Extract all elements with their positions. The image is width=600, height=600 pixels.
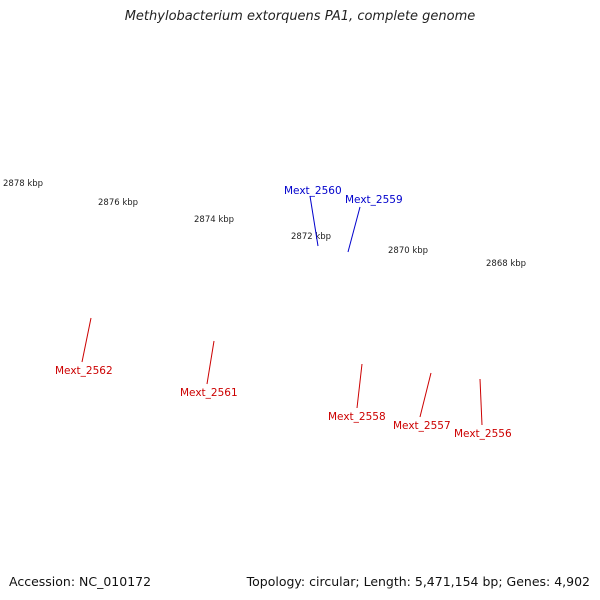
gene-label: Mext_2557 xyxy=(393,420,451,432)
scale-label: 2874 kbp xyxy=(194,215,234,225)
accession-text: Accession: NC_010172 xyxy=(9,574,152,589)
gene-label: Mext_2558 xyxy=(328,411,386,423)
gene-label-leader xyxy=(81,317,92,363)
scale-label: 2876 kbp xyxy=(98,198,138,208)
scale-label: 2868 kbp xyxy=(486,259,526,269)
gene-label-leader xyxy=(419,372,432,418)
gene-label: Mext_2556 xyxy=(454,428,512,440)
gene-label-leader xyxy=(347,206,361,253)
gene-label: Mext_2562 xyxy=(55,365,113,377)
scale-label: 2870 kbp xyxy=(388,246,428,256)
genome-summary-text: Topology: circular; Length: 5,471,154 bp… xyxy=(246,574,590,589)
gene-label: Mext_2561 xyxy=(180,387,238,399)
page-title: Methylobacterium extorquens PA1, complet… xyxy=(124,9,476,24)
gene-label-leader xyxy=(479,378,483,426)
gene-label: Mext_2559 xyxy=(345,194,403,206)
gene-label-leader xyxy=(356,363,363,409)
gene-label-leader xyxy=(206,340,215,385)
scale-label: 2872 kbp xyxy=(291,232,331,242)
gene-label: Mext_2560 xyxy=(284,185,342,197)
scale-label: 2878 kbp xyxy=(3,179,43,189)
gene-label-leader xyxy=(309,195,319,247)
